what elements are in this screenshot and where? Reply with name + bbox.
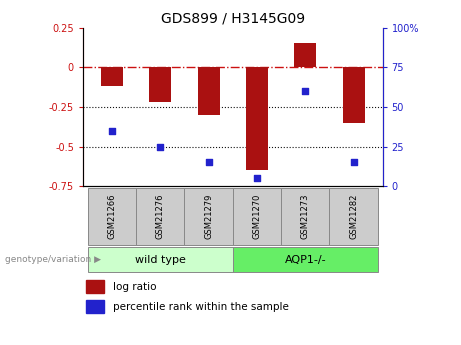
FancyBboxPatch shape bbox=[233, 188, 281, 246]
Bar bbox=[246, 67, 268, 170]
Title: GDS899 / H3145G09: GDS899 / H3145G09 bbox=[161, 11, 305, 25]
Bar bbox=[86, 280, 104, 293]
Bar bbox=[101, 67, 123, 86]
Text: GSM21266: GSM21266 bbox=[107, 194, 117, 239]
Text: genotype/variation ▶: genotype/variation ▶ bbox=[5, 255, 100, 264]
Bar bbox=[86, 300, 104, 313]
Text: GSM21279: GSM21279 bbox=[204, 194, 213, 239]
Bar bbox=[295, 43, 316, 67]
Text: log ratio: log ratio bbox=[113, 282, 156, 292]
Point bbox=[253, 176, 260, 181]
Bar bbox=[198, 67, 219, 115]
Text: percentile rank within the sample: percentile rank within the sample bbox=[113, 302, 289, 312]
FancyBboxPatch shape bbox=[184, 188, 233, 246]
Text: AQP1-/-: AQP1-/- bbox=[284, 255, 326, 265]
Text: GSM21276: GSM21276 bbox=[156, 194, 165, 239]
FancyBboxPatch shape bbox=[88, 247, 233, 272]
Point bbox=[108, 128, 116, 134]
Text: GSM21270: GSM21270 bbox=[253, 194, 261, 239]
Text: wild type: wild type bbox=[135, 255, 186, 265]
Text: GSM21282: GSM21282 bbox=[349, 194, 358, 239]
Bar bbox=[343, 67, 365, 123]
FancyBboxPatch shape bbox=[330, 188, 378, 246]
Point bbox=[157, 144, 164, 149]
FancyBboxPatch shape bbox=[88, 188, 136, 246]
Text: GSM21273: GSM21273 bbox=[301, 194, 310, 239]
FancyBboxPatch shape bbox=[281, 188, 330, 246]
FancyBboxPatch shape bbox=[136, 188, 184, 246]
FancyBboxPatch shape bbox=[233, 247, 378, 272]
Point bbox=[350, 160, 357, 165]
Point bbox=[301, 88, 309, 94]
Point bbox=[205, 160, 213, 165]
Bar bbox=[149, 67, 171, 102]
